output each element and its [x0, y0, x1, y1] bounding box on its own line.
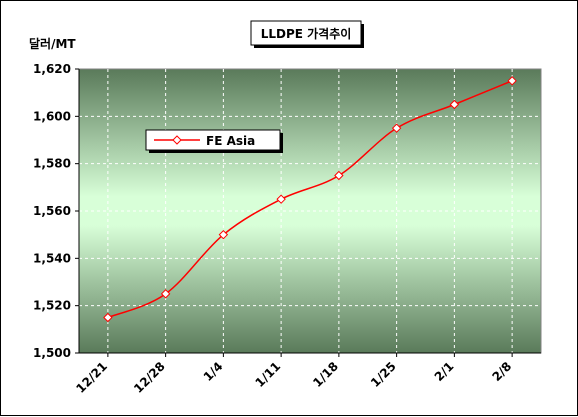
x-tick-label: 1/18	[310, 359, 341, 390]
title-box	[250, 20, 362, 46]
legend-box	[145, 129, 281, 151]
gridlines	[79, 69, 541, 353]
data-point-marker	[391, 123, 402, 133]
y-tick-label: 1,620	[33, 62, 71, 76]
data-point-marker	[449, 99, 460, 110]
x-tick-label: 1/4	[201, 359, 226, 384]
data-point-marker	[276, 194, 286, 204]
data-point-marker	[160, 289, 171, 299]
series-group	[103, 76, 517, 323]
legend: FE Asia	[145, 129, 283, 153]
data-point-marker	[507, 76, 517, 86]
data-point-marker	[103, 312, 113, 323]
y-tick-label: 1,500	[33, 346, 71, 360]
x-tick-label: 2/8	[489, 359, 514, 384]
y-tick-label: 1,520	[33, 299, 71, 313]
legend-label: FE Asia	[206, 134, 255, 148]
y-tick-label: 1,560	[33, 204, 71, 218]
x-tick-labels: 12/21 12/28 1/4 1/11 1/18 1/25 2/1 2/8	[73, 359, 514, 396]
y-axis-label: 달러/MT	[29, 36, 76, 51]
chart-title: LLDPE 가격추이	[261, 26, 352, 41]
data-point-marker	[334, 170, 344, 181]
y-tick-labels: 1,500 1,520 1,540 1,560 1,580 1,600 1,620	[33, 62, 71, 360]
x-tick-label: 1/25	[368, 359, 399, 390]
x-tick-label: 12/28	[131, 359, 168, 396]
data-point-marker	[218, 229, 229, 240]
legend-marker	[172, 135, 182, 145]
y-tick-label: 1,600	[33, 109, 71, 123]
y-tick-label: 1,580	[33, 157, 71, 171]
axes	[75, 68, 541, 357]
y-tick-label: 1,540	[33, 251, 71, 265]
x-tick-label: 12/21	[73, 359, 110, 396]
x-tick-label: 2/1	[432, 359, 457, 384]
series-line	[107, 80, 513, 319]
x-tick-label: 1/11	[253, 359, 284, 390]
